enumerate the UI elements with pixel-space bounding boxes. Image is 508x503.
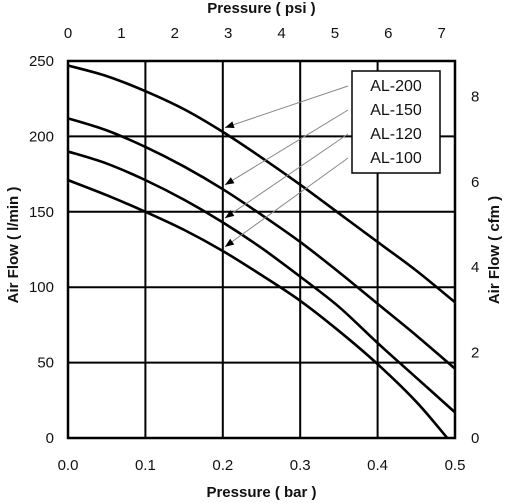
- right-tick-label: 2: [471, 345, 479, 362]
- series-line-al-200: [67, 64, 456, 304]
- leader-arrow-al-100: [224, 238, 235, 247]
- x-tick-label: 0.1: [135, 457, 156, 474]
- legend-label-al-120: AL-120: [370, 126, 422, 143]
- series-line-al-150: [67, 117, 456, 370]
- leader-line-al-200: [224, 85, 349, 129]
- x-tick-label: 0.5: [445, 457, 466, 474]
- right-tick-label: 0: [471, 430, 479, 447]
- right-axis-title: Air Flow ( cfm ): [486, 196, 503, 304]
- legend-label-al-150: AL-150: [370, 102, 422, 119]
- y-axis-title: Air Flow ( l/min ): [5, 187, 22, 304]
- y-tick-label: 50: [37, 355, 54, 372]
- leader-line-al-120: [224, 133, 349, 219]
- y-tick-label: 150: [29, 204, 54, 221]
- series-line-al-100: [67, 178, 449, 439]
- top-tick-label: 4: [277, 25, 285, 42]
- series-curves: [67, 64, 456, 439]
- leader-arrow-al-200: [224, 121, 235, 129]
- right-tick-label: 4: [471, 259, 479, 276]
- top-tick-label: 0: [64, 25, 72, 42]
- plot-frame: [66, 59, 457, 440]
- legend-leaders: [224, 85, 349, 248]
- x-tick-label: 0.0: [58, 457, 79, 474]
- leader-line-al-100: [224, 157, 349, 248]
- right-tick-label: 8: [471, 88, 479, 105]
- x-axis-title: Pressure ( bar ): [206, 484, 316, 501]
- leader-arrow-al-120: [224, 210, 235, 219]
- legend-label-al-100: AL-100: [370, 150, 422, 167]
- legend-label-al-200: AL-200: [370, 78, 422, 95]
- leader-line-al-150: [224, 109, 349, 186]
- right-tick-label: 6: [471, 174, 479, 191]
- legend: AL-200 AL-150 AL-120 AL-100: [351, 70, 441, 174]
- y-tick-label: 0: [46, 430, 54, 447]
- legend-box: [351, 70, 441, 174]
- tick-labels: 0.0 0.1 0.2 0.3 0.4 0.5 0 50 100 150 200 250 0 1 2 3 4 5 6…: [29, 25, 479, 474]
- series-line-al-120: [67, 150, 456, 414]
- x-tick-label: 0.2: [212, 457, 233, 474]
- leader-arrow-al-150: [224, 177, 235, 185]
- y-tick-label: 100: [29, 279, 54, 296]
- y-tick-label: 200: [29, 128, 54, 145]
- top-tick-label: 3: [224, 25, 232, 42]
- top-tick-label: 2: [171, 25, 179, 42]
- top-tick-label: 7: [437, 25, 445, 42]
- x-tick-label: 0.4: [367, 457, 388, 474]
- top-axis-title: Pressure ( psi ): [207, 0, 315, 17]
- top-tick-label: 1: [117, 25, 125, 42]
- top-tick-label: 6: [384, 25, 392, 42]
- y-tick-label: 250: [29, 53, 54, 70]
- top-tick-label: 5: [331, 25, 339, 42]
- x-tick-label: 0.3: [290, 457, 311, 474]
